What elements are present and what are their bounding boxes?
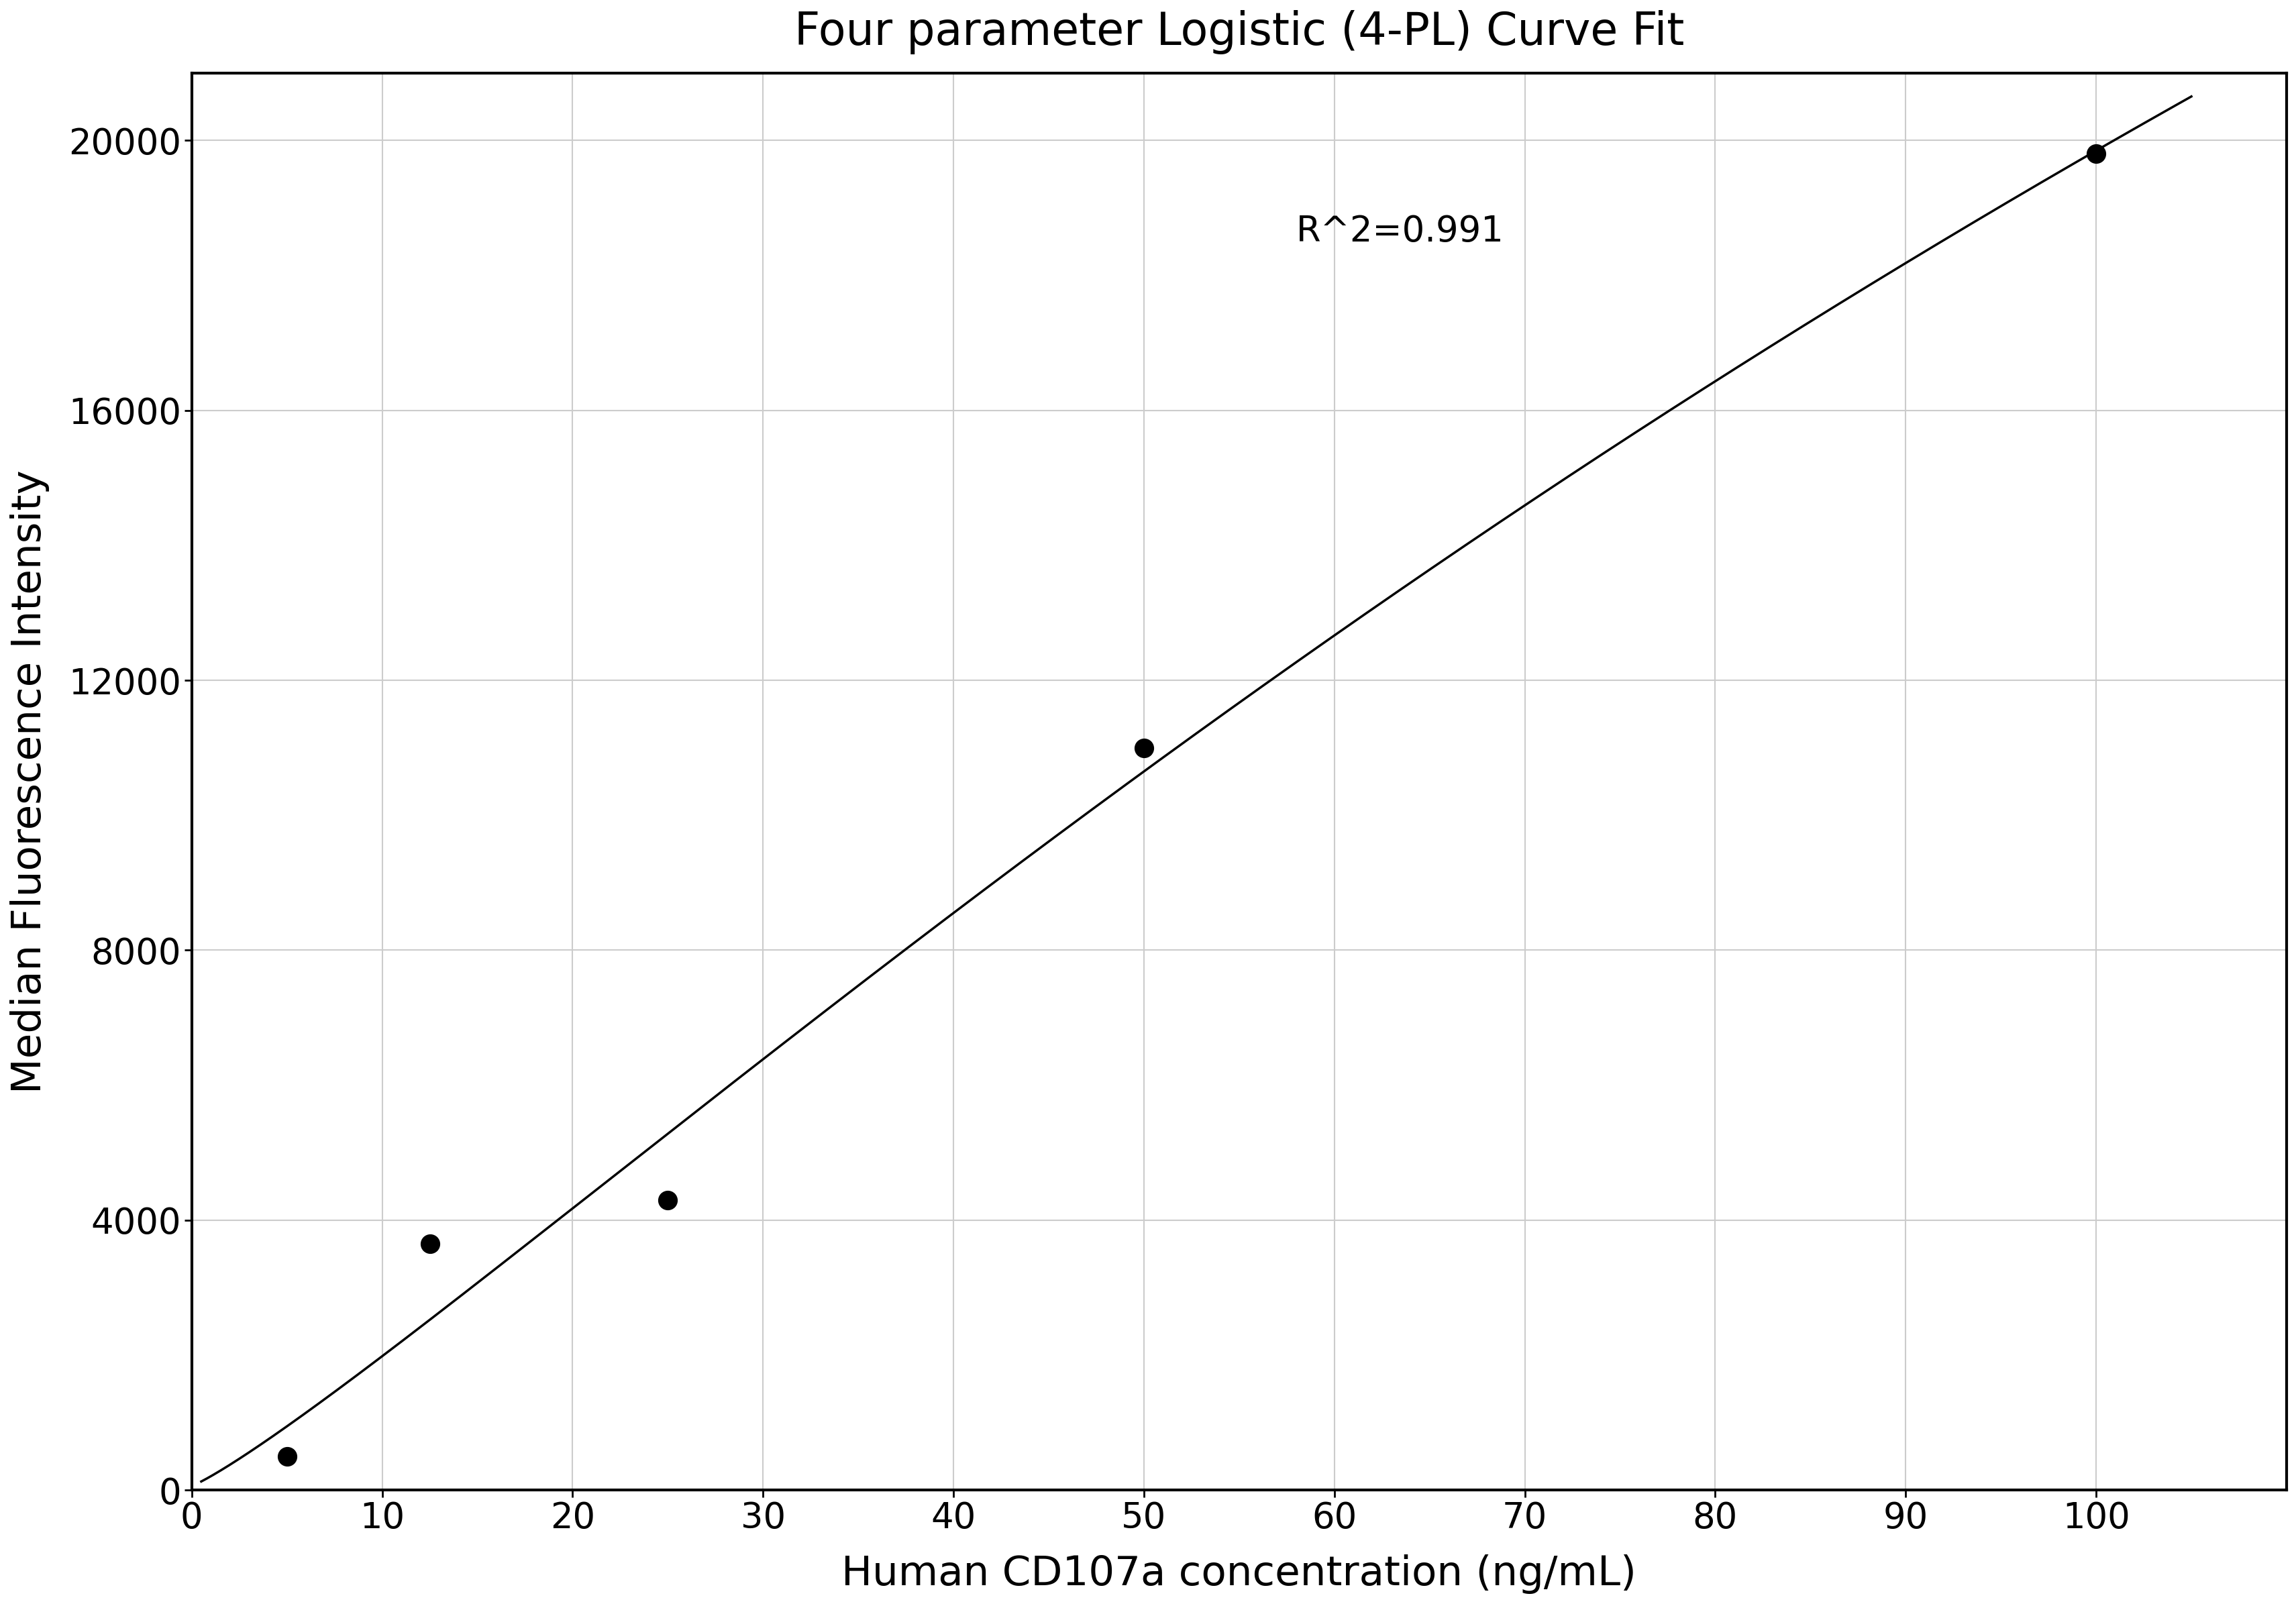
Point xyxy=(411,1230,448,1256)
Title: Four parameter Logistic (4-PL) Curve Fit: Four parameter Logistic (4-PL) Curve Fit xyxy=(794,10,1683,55)
Point xyxy=(2078,141,2115,167)
Point xyxy=(650,1187,687,1213)
Point xyxy=(1125,735,1162,760)
Point xyxy=(269,1444,305,1469)
Y-axis label: Median Fluorescence Intensity: Median Fluorescence Intensity xyxy=(9,470,51,1094)
Text: R^2=0.991: R^2=0.991 xyxy=(1295,213,1504,249)
X-axis label: Human CD107a concentration (ng/mL): Human CD107a concentration (ng/mL) xyxy=(840,1554,1637,1594)
